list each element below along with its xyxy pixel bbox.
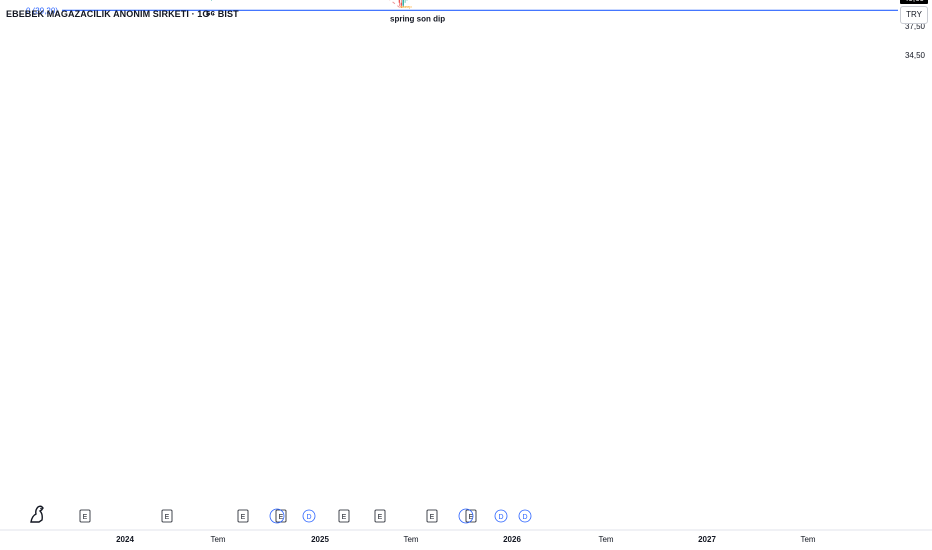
x-tick-label: Tem bbox=[800, 535, 815, 544]
earnings-event-icon bbox=[374, 509, 386, 523]
dividend-event-icon bbox=[494, 509, 508, 523]
sc-label: sc bbox=[206, 8, 215, 17]
event-label: E bbox=[241, 514, 246, 521]
x-tick-label: 2027 bbox=[698, 535, 716, 544]
x-tick-label: Tem bbox=[210, 535, 225, 544]
event-label: D bbox=[306, 514, 311, 521]
earnings-event-icon bbox=[79, 509, 91, 523]
x-tick-label: 2024 bbox=[116, 535, 134, 544]
event-label: D bbox=[522, 514, 527, 521]
dividend-ring bbox=[269, 508, 285, 524]
earnings-event-icon bbox=[426, 509, 438, 523]
dividend-event-icon bbox=[302, 509, 316, 523]
event-label: D bbox=[498, 514, 503, 521]
y-tick-label: 37,50 bbox=[905, 22, 926, 31]
dividend-event-icon bbox=[518, 509, 532, 523]
currency-button[interactable]: TRY bbox=[900, 6, 928, 24]
chart-title: EBEBEK MAGAZACILIK ANONIM SIRKETI · 1G ·… bbox=[6, 9, 239, 19]
price-axis bbox=[898, 0, 932, 530]
earnings-event-icon bbox=[465, 509, 477, 523]
trend-line bbox=[389, 0, 401, 9]
x-tick-label: Tem bbox=[403, 535, 418, 544]
event-label: E bbox=[430, 514, 435, 521]
earnings-event-icon bbox=[161, 509, 173, 523]
candles-group bbox=[211, 0, 408, 8]
price-tag bbox=[900, 0, 928, 5]
candle-body bbox=[402, 0, 404, 6]
event-label: E bbox=[279, 514, 284, 521]
y-tick-label: 34,50 bbox=[905, 51, 926, 60]
fib-level-label: 0 (39,20) bbox=[26, 6, 58, 15]
x-tick-label: Tem bbox=[598, 535, 613, 544]
event-label: E bbox=[378, 514, 383, 521]
event-label: E bbox=[342, 514, 347, 521]
spring-label: spring son dip bbox=[390, 15, 445, 24]
x-tick-label: 2026 bbox=[503, 535, 521, 544]
dividend-ring bbox=[458, 508, 474, 524]
candle-body bbox=[400, 2, 402, 6]
event-label: E bbox=[469, 514, 474, 521]
event-label: E bbox=[83, 514, 88, 521]
earnings-event-icon bbox=[338, 509, 350, 523]
x-tick-label: 2025 bbox=[311, 535, 329, 544]
event-label: E bbox=[165, 514, 170, 521]
tradingview-logo bbox=[28, 502, 50, 524]
price-tag-label: 40,60 bbox=[904, 0, 925, 3]
sweep-label: sweep bbox=[400, 4, 412, 9]
earnings-event-icon bbox=[237, 509, 249, 523]
candle-body bbox=[398, 0, 401, 3]
